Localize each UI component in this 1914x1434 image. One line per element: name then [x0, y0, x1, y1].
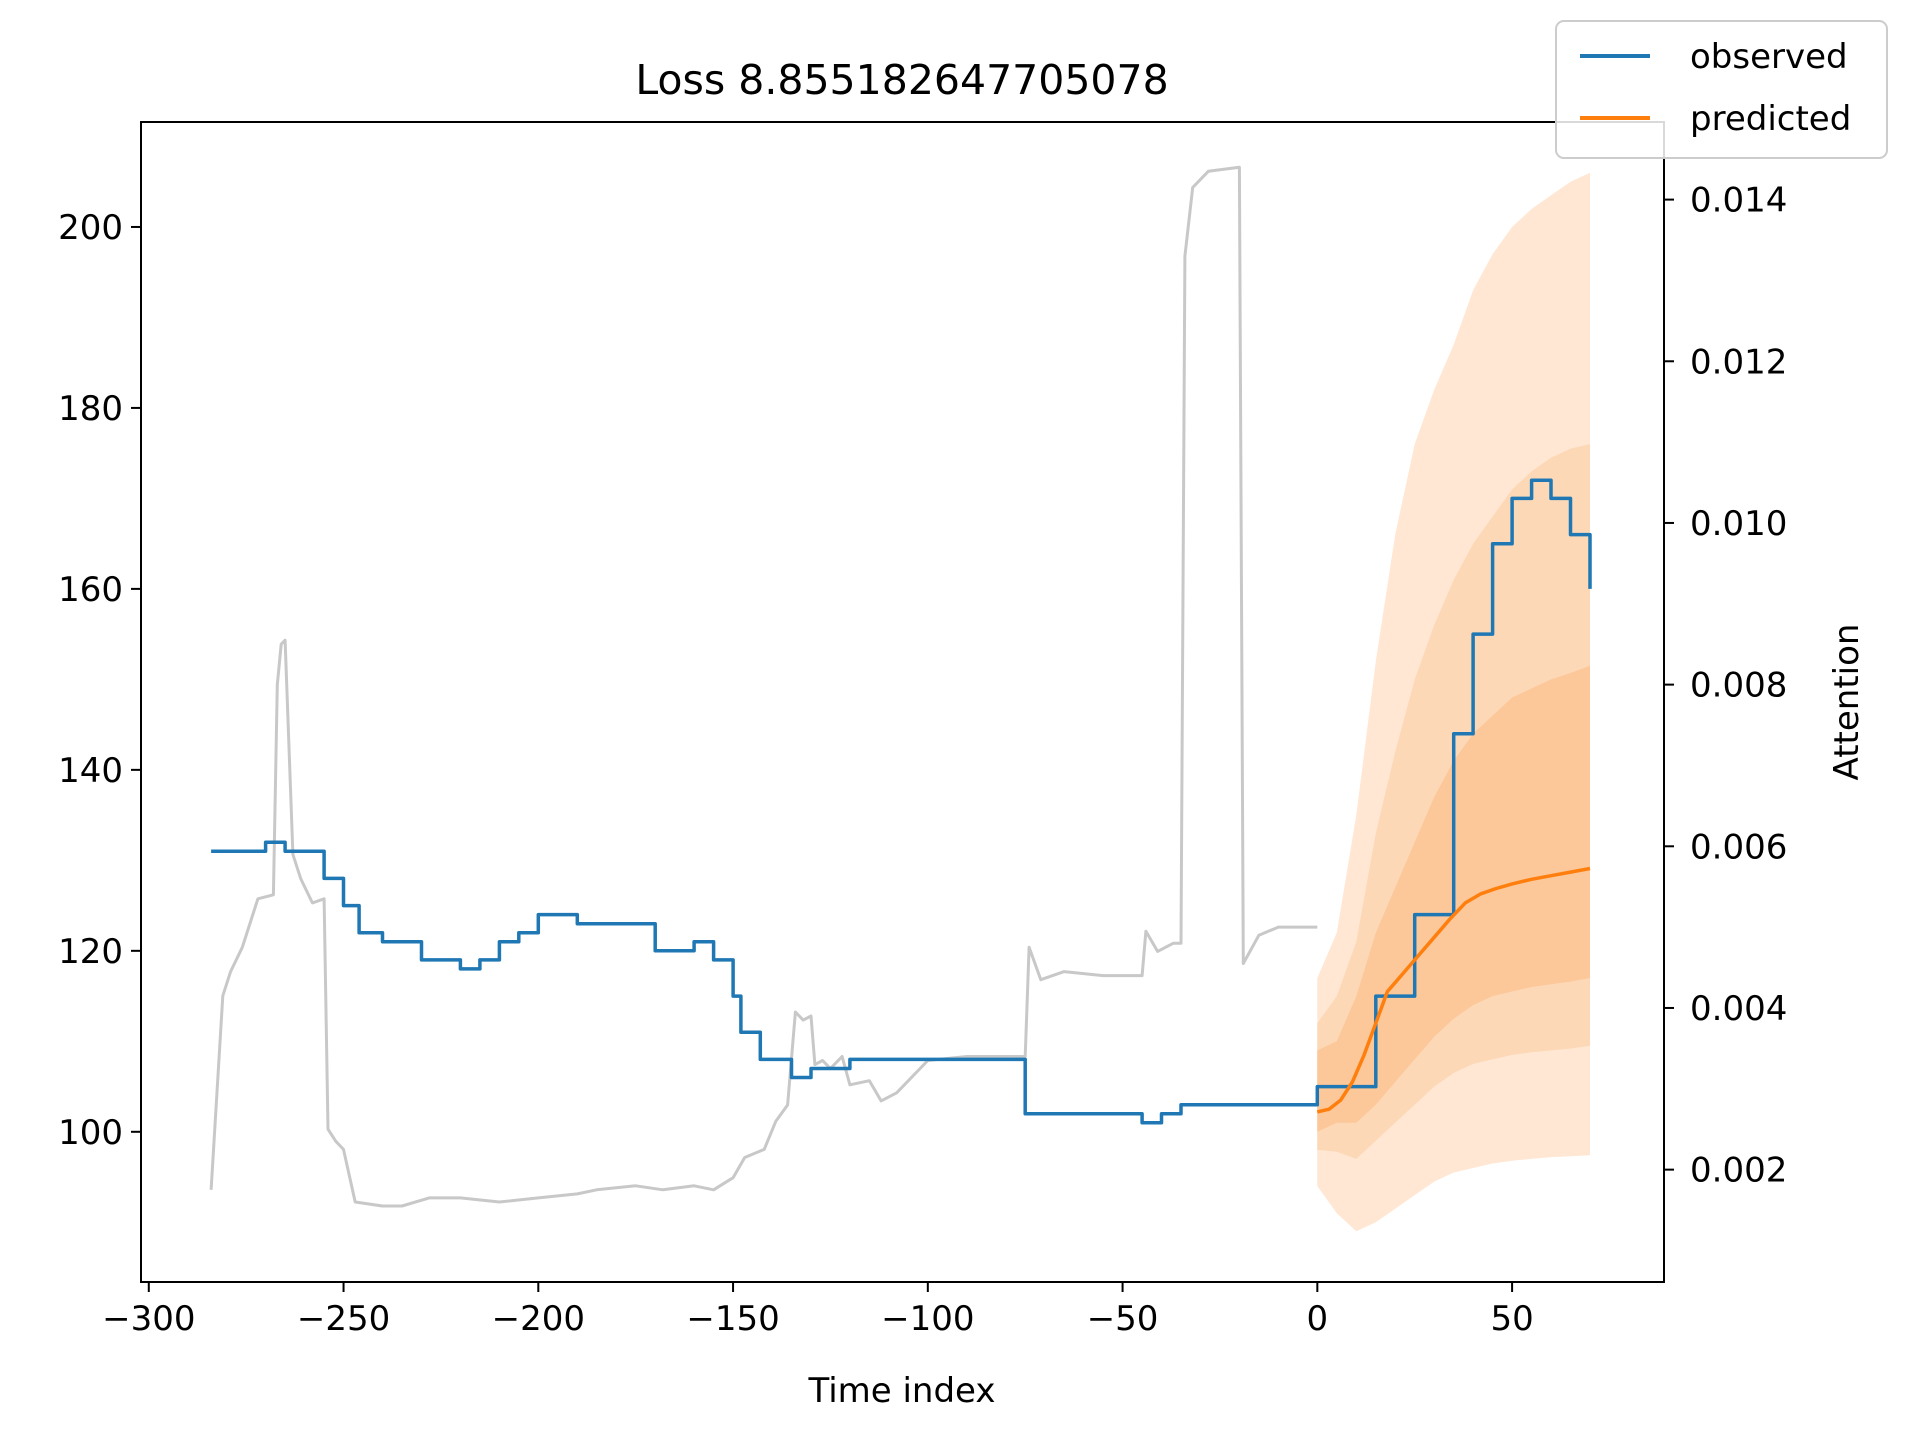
series-lines — [209, 165, 1592, 1208]
y-tick-label: 160 — [58, 570, 123, 610]
y2-tick-label: 0.008 — [1690, 666, 1787, 706]
x-tick-label: −300 — [102, 1299, 195, 1339]
y-tick-label: 180 — [58, 389, 123, 429]
y-tick-label: 120 — [58, 932, 123, 972]
plot-area-frame — [140, 121, 1665, 1283]
y-tick-label: 140 — [58, 751, 123, 791]
y-tick-label: 100 — [58, 1113, 123, 1153]
x-tick-label: 0 — [1307, 1299, 1329, 1339]
x-tick-label: −200 — [492, 1299, 585, 1339]
series-line-attention — [209, 165, 1318, 1208]
legend-label-observed: observed — [1690, 37, 1848, 77]
y2-tick-label: 0.012 — [1690, 342, 1787, 382]
x-tick-label: −250 — [297, 1299, 390, 1339]
y-axis-ticks: 100 120 140 160 180 200 — [58, 208, 141, 1153]
x-tick-label: −100 — [881, 1299, 974, 1339]
chart-title: Loss 8.855182647705078 — [635, 56, 1168, 104]
x-tick-label: −50 — [1087, 1299, 1159, 1339]
x-tick-label: −150 — [686, 1299, 779, 1339]
x-axis-label: Time index — [807, 1371, 995, 1411]
y2-axis-ticks: 0.002 0.004 0.006 0.008 0.010 0.012 0.014 — [1664, 181, 1787, 1191]
y2-tick-label: 0.014 — [1690, 181, 1787, 221]
legend-label-predicted: predicted — [1690, 99, 1851, 139]
x-axis-ticks: −300 −250 −200 −150 −100 −50 0 50 — [102, 1282, 1534, 1339]
y2-axis-label: Attention — [1827, 624, 1867, 781]
y-tick-label: 200 — [58, 208, 123, 248]
y2-tick-label: 0.002 — [1690, 1151, 1787, 1191]
y2-tick-label: 0.004 — [1690, 989, 1787, 1029]
series-line-predicted — [1316, 866, 1591, 1114]
legend: observed predicted — [1555, 20, 1888, 159]
x-tick-label: 50 — [1490, 1299, 1533, 1339]
y2-tick-label: 0.010 — [1690, 504, 1787, 544]
y2-tick-label: 0.006 — [1690, 827, 1787, 867]
series-line-observed — [211, 478, 1592, 1125]
